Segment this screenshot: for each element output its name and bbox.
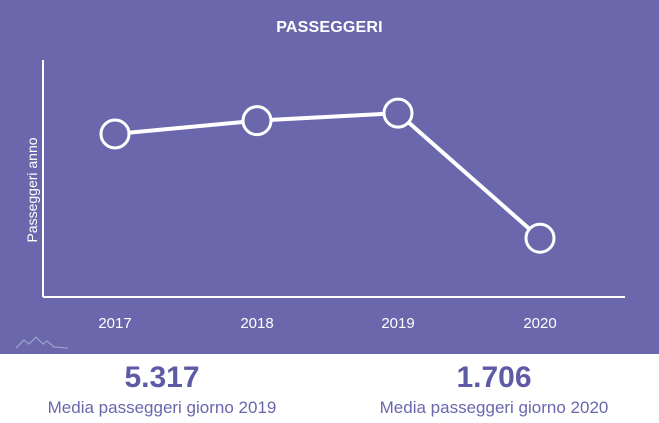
x-tick-label-2018: 2018 [240, 315, 273, 332]
series-line [114, 111, 542, 240]
x-tick-label-2020: 2020 [523, 315, 556, 332]
data-point-2020[interactable] [524, 222, 556, 254]
x-tick-label-2017: 2017 [98, 315, 131, 332]
x-tick-label-2019: 2019 [381, 315, 414, 332]
stat-2020-value: 1.706 [456, 361, 532, 394]
data-point-2017[interactable] [99, 118, 131, 150]
data-point-2019[interactable] [382, 97, 414, 129]
stat-2019-value: 5.317 [124, 361, 200, 394]
chart-panel [0, 0, 659, 354]
y-axis-label: Passeggeri anno [24, 137, 40, 242]
stat-2020: 1.706 Media passeggeri giorno 2020 [344, 361, 644, 419]
stat-2020-label: Media passeggeri giorno 2020 [379, 398, 609, 417]
chart-title: PASSEGGERI [276, 19, 383, 36]
stat-2019: 5.317 Media passeggeri giorno 2019 [12, 361, 312, 419]
data-point-2018[interactable] [241, 105, 273, 137]
line-chart: Passeggeri anno 2017 2018 2019 2020 [24, 60, 625, 332]
stat-2019-label: Media passeggeri giorno 2019 [47, 398, 277, 417]
mountain-logo-icon [16, 336, 68, 349]
